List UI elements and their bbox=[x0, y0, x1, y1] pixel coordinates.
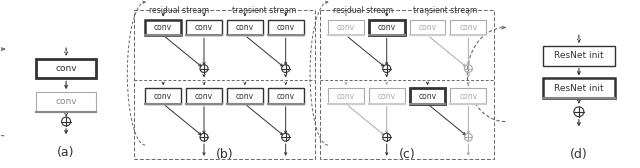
Bar bbox=[328, 88, 364, 104]
Bar bbox=[328, 20, 364, 35]
Text: residual stream: residual stream bbox=[149, 6, 209, 15]
Text: conv: conv bbox=[419, 92, 436, 100]
Text: conv: conv bbox=[419, 23, 436, 32]
Text: conv: conv bbox=[236, 23, 254, 32]
Text: conv: conv bbox=[154, 23, 172, 32]
Bar bbox=[410, 20, 445, 35]
Text: residual stream: residual stream bbox=[333, 6, 394, 15]
Bar bbox=[134, 10, 315, 159]
Text: conv: conv bbox=[236, 92, 254, 100]
Bar bbox=[227, 88, 263, 104]
Text: (d): (d) bbox=[570, 148, 588, 161]
Bar bbox=[145, 88, 181, 104]
Bar bbox=[36, 59, 96, 78]
Bar bbox=[268, 88, 303, 104]
Bar bbox=[451, 20, 486, 35]
Text: ResNet init: ResNet init bbox=[554, 84, 604, 93]
Text: ResNet init: ResNet init bbox=[554, 51, 604, 60]
Text: conv: conv bbox=[154, 92, 172, 100]
Text: conv: conv bbox=[55, 97, 77, 106]
Text: conv: conv bbox=[378, 23, 396, 32]
Bar bbox=[369, 20, 404, 35]
Bar bbox=[227, 20, 263, 35]
Bar bbox=[410, 88, 445, 104]
Text: (c): (c) bbox=[399, 148, 415, 161]
Text: transient stream: transient stream bbox=[232, 6, 296, 15]
Text: transient stream: transient stream bbox=[413, 6, 477, 15]
Bar bbox=[543, 46, 614, 66]
Text: conv: conv bbox=[460, 23, 477, 32]
Text: conv: conv bbox=[460, 92, 477, 100]
Bar bbox=[268, 20, 303, 35]
Text: conv: conv bbox=[195, 92, 213, 100]
Text: (b): (b) bbox=[216, 148, 233, 161]
Bar bbox=[320, 10, 494, 159]
Text: conv: conv bbox=[337, 23, 355, 32]
Text: conv: conv bbox=[195, 23, 213, 32]
Bar bbox=[186, 88, 222, 104]
Bar bbox=[369, 88, 404, 104]
Text: conv: conv bbox=[337, 92, 355, 100]
Text: conv: conv bbox=[276, 23, 294, 32]
Text: conv: conv bbox=[276, 92, 294, 100]
Text: conv: conv bbox=[378, 92, 396, 100]
Text: (a): (a) bbox=[58, 146, 75, 159]
Bar bbox=[451, 88, 486, 104]
Bar bbox=[543, 78, 614, 98]
Text: conv: conv bbox=[55, 64, 77, 73]
Bar bbox=[145, 20, 181, 35]
Bar bbox=[36, 92, 96, 112]
Bar bbox=[186, 20, 222, 35]
